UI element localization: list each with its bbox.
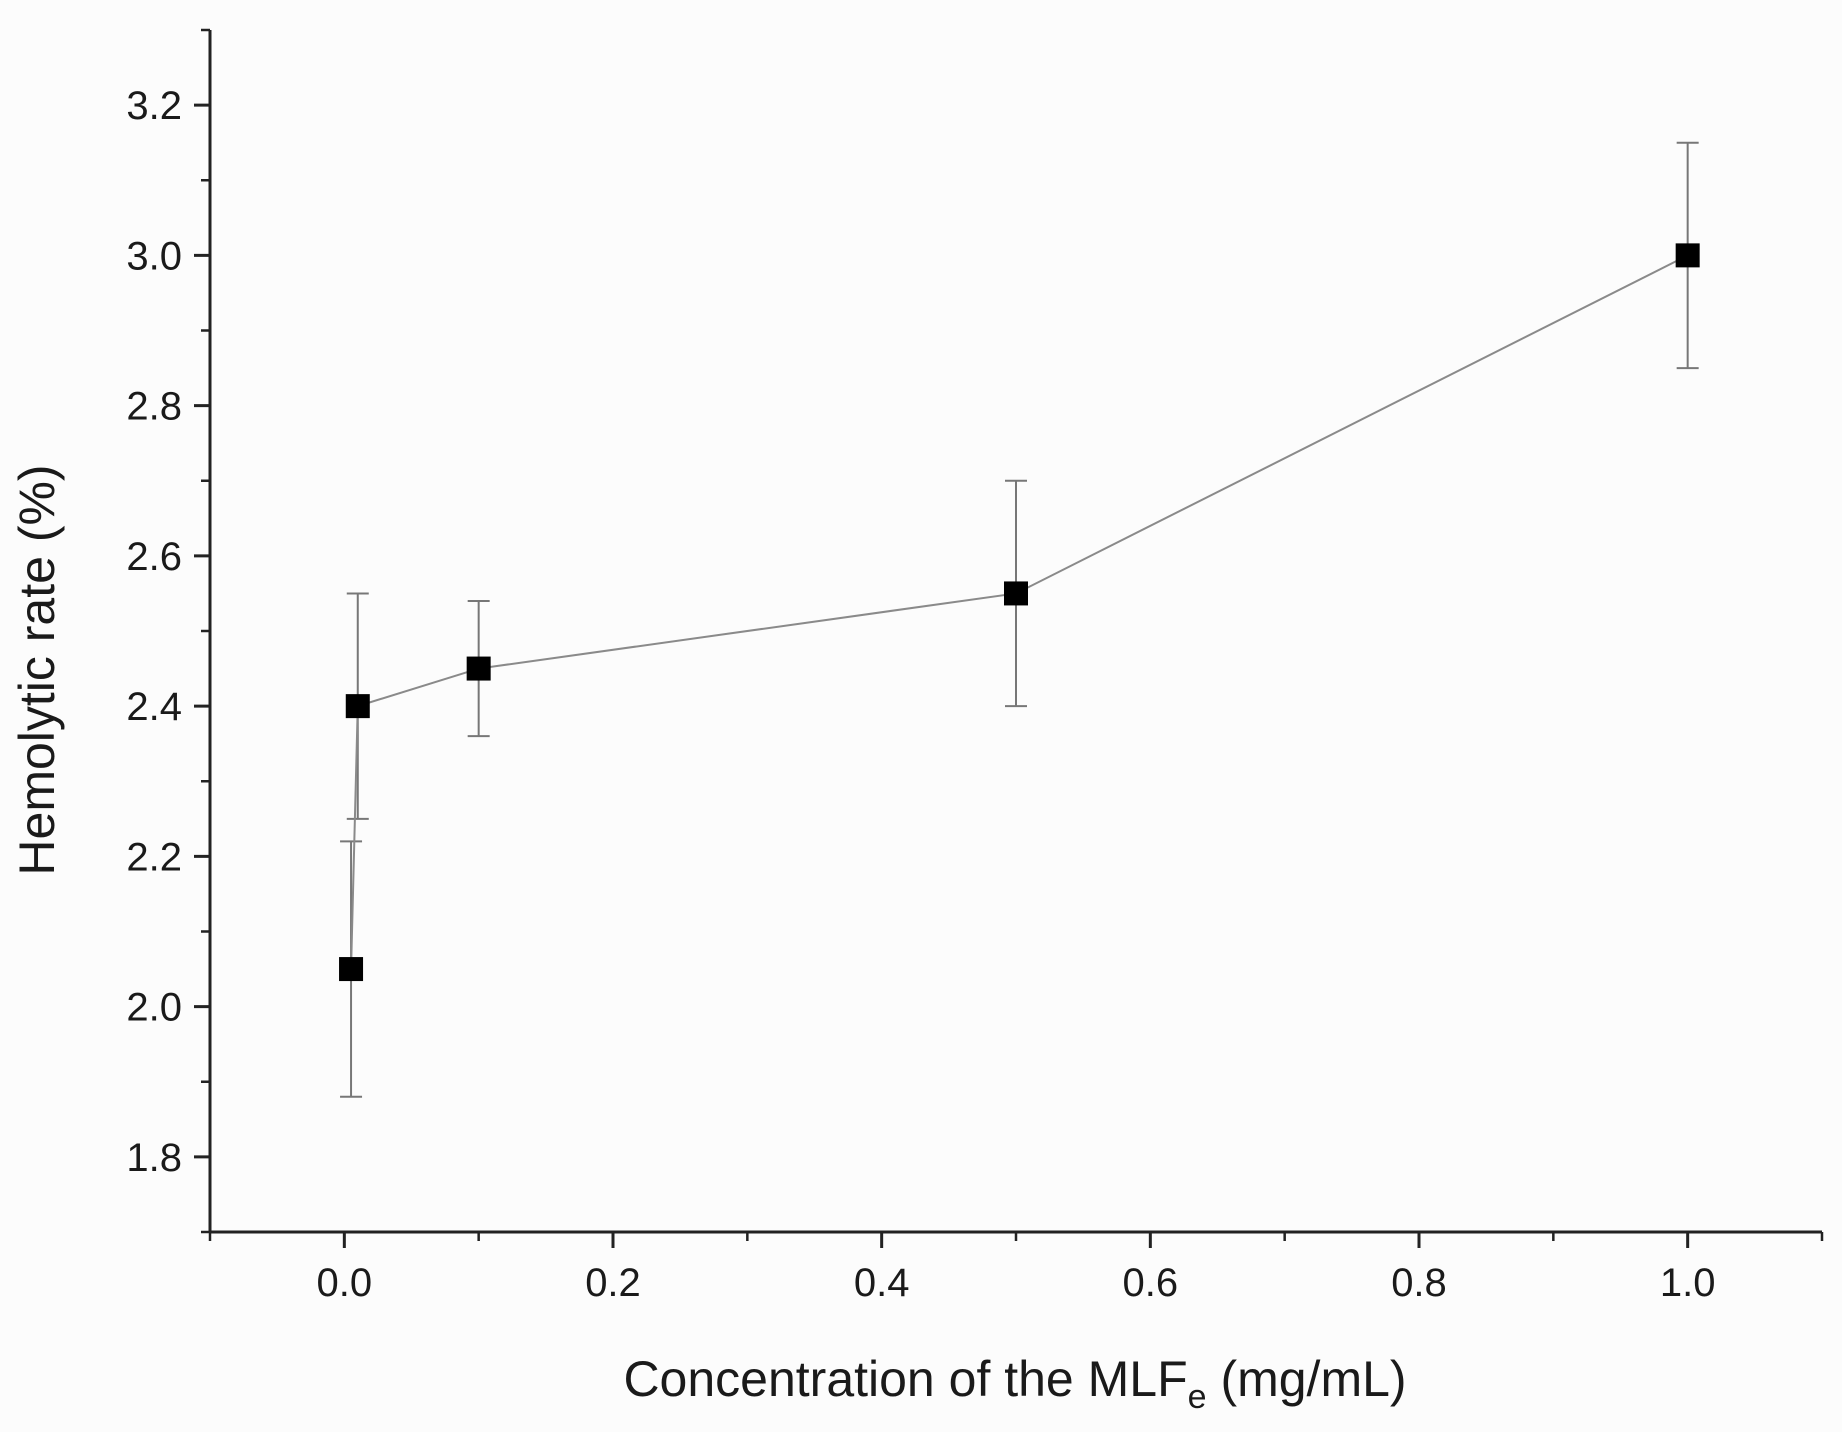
y-tick-label: 1.8 [126,1136,182,1180]
x-tick-label: 0.2 [585,1261,641,1305]
x-tick-label: 0.4 [854,1261,910,1305]
x-axis-title-suffix: (mg/mL) [1207,1351,1407,1407]
data-point-marker [345,694,370,719]
series-polyline [350,254,1689,970]
data-point-marker [339,957,364,982]
data-point-marker [466,656,491,681]
series-line [350,254,1689,970]
error-bars [340,141,1699,1098]
y-tick-label: 2.0 [126,986,182,1030]
data-markers [339,243,1700,982]
y-tick-label: 3.2 [126,84,182,128]
ticks [194,28,1824,1248]
tick-labels: 1.8 2.0 2.2 2.4 2.6 2.8 3.0 3.2 0.0 0.2 0.4 0.6 0.8 1… [126,84,1715,1305]
data-point-marker [1675,243,1700,268]
y-tick-label: 2.4 [126,685,182,729]
y-tick-label: 2.2 [126,835,182,879]
x-axis-title-main: Concentration of the MLF [623,1351,1187,1407]
x-tick-label: 0.6 [1123,1261,1179,1305]
y-tick-label: 3.0 [126,234,182,278]
x-tick-label: 0.8 [1391,1261,1447,1305]
y-axis-title: Hemolytic rate (%) [9,464,65,875]
x-tick-label: 0.0 [317,1261,373,1305]
y-tick-label: 2.6 [126,535,182,579]
x-tick-label: 1.0 [1660,1261,1716,1305]
data-point-marker [1004,581,1028,606]
y-tick-label: 2.8 [126,385,182,429]
x-axis-title: Concentration of the MLFe (mg/mL) [623,1351,1406,1416]
x-axis-title-subscript: e [1188,1378,1207,1416]
